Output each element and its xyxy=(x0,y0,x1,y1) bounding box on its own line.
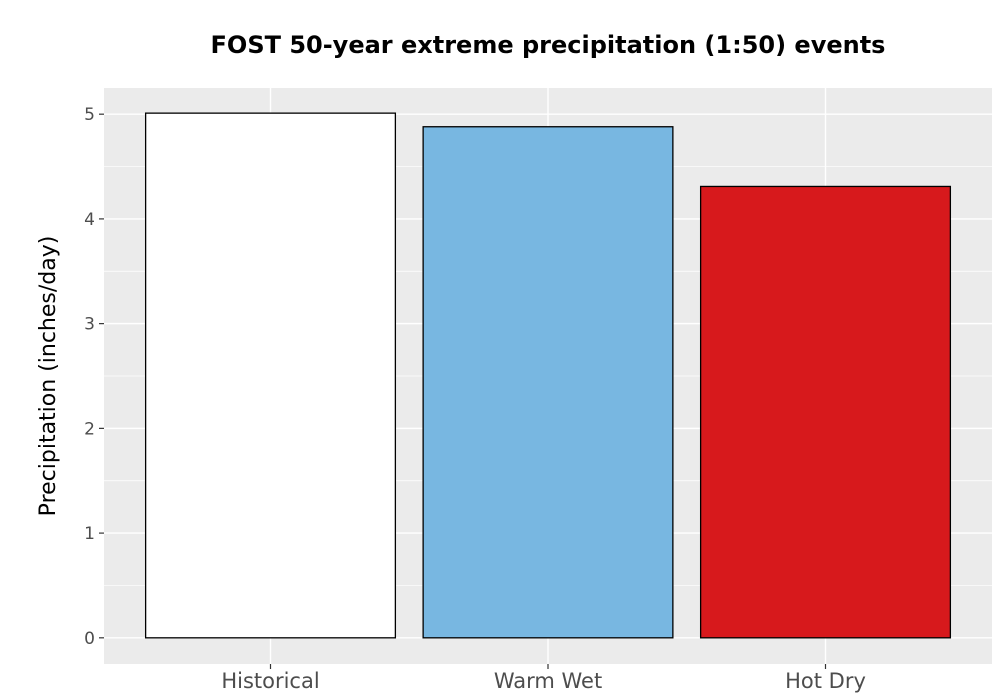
bar-historical xyxy=(144,112,397,639)
y-tick-label: 1 xyxy=(84,524,95,544)
x-axis: Historical Warm Wet Hot Dry xyxy=(221,664,866,693)
bar-warm-wet xyxy=(422,126,674,639)
x-tick-label: Historical xyxy=(221,669,319,693)
y-tick-label: 0 xyxy=(84,629,95,649)
chart-title: FOST 50-year extreme precipitation (1:50… xyxy=(211,31,886,59)
y-axis-title: Precipitation (inches/day) xyxy=(36,236,61,517)
y-tick-label: 5 xyxy=(84,105,95,125)
y-tick-label: 2 xyxy=(84,419,95,439)
y-axis: 0 1 2 3 4 5 xyxy=(84,105,104,649)
bars xyxy=(144,112,952,639)
x-tick-label: Warm Wet xyxy=(494,669,602,693)
x-tick-label: Hot Dry xyxy=(785,669,866,693)
y-tick-label: 3 xyxy=(84,315,95,335)
y-tick-label: 4 xyxy=(84,210,95,230)
bar-hot-dry xyxy=(699,185,952,639)
